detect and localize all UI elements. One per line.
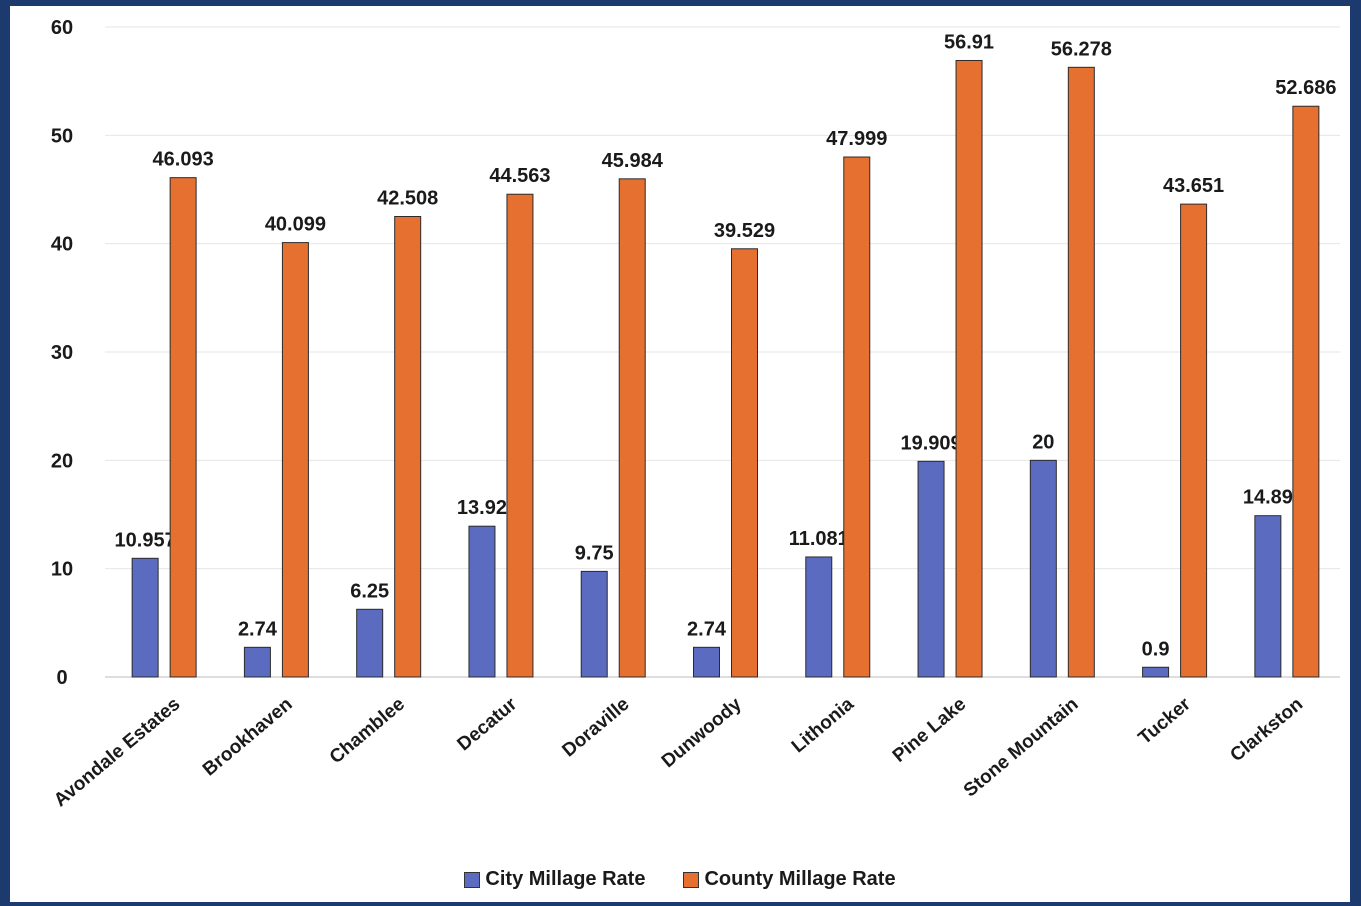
city-millage-bar bbox=[805, 556, 833, 678]
data-label: 44.563 bbox=[489, 165, 550, 187]
city-millage-bar bbox=[468, 525, 496, 678]
data-label: 2.74 bbox=[238, 618, 278, 640]
legend-swatch bbox=[464, 871, 481, 888]
data-label: 39.529 bbox=[714, 220, 775, 242]
city-millage-bar bbox=[917, 460, 945, 678]
county-millage-bar bbox=[394, 215, 422, 678]
data-label: 42.508 bbox=[377, 187, 438, 209]
data-label: 56.278 bbox=[1051, 38, 1112, 60]
data-label: 6.25 bbox=[350, 580, 389, 602]
bar-chart: 0 10 20 30 40 50 60 10.957 46.093 Avondale Estate… bbox=[50, 17, 1340, 811]
y-tick-label: 40 bbox=[51, 234, 73, 256]
data-label: 46.093 bbox=[153, 149, 214, 171]
city-millage-bar bbox=[1142, 666, 1170, 678]
category-label: Dunwoody bbox=[658, 693, 746, 772]
category-label: Brookhaven bbox=[199, 694, 297, 781]
y-tick-label: 30 bbox=[51, 342, 73, 364]
county-millage-bar bbox=[506, 193, 534, 678]
legend: City Millage Rate County Millage Rate bbox=[10, 868, 1350, 891]
category-label: Lithonia bbox=[788, 693, 858, 757]
data-label: 47.999 bbox=[826, 128, 887, 150]
category-label: Stone Mountain bbox=[960, 694, 1083, 802]
city-millage-bar bbox=[1029, 459, 1057, 678]
legend-label: County Millage Rate bbox=[704, 868, 896, 890]
county-millage-bar bbox=[955, 59, 983, 678]
y-tick-label: 20 bbox=[51, 450, 73, 472]
data-label: 2.74 bbox=[687, 618, 727, 640]
data-label: 9.75 bbox=[575, 542, 614, 564]
legend-item: City Millage Rate bbox=[464, 868, 645, 891]
city-millage-bar bbox=[693, 646, 720, 678]
county-millage-bar bbox=[843, 156, 871, 678]
city-millage-bar bbox=[131, 557, 159, 678]
category-label: Avondale Estates bbox=[50, 694, 184, 811]
y-tick-label: 50 bbox=[51, 125, 73, 147]
data-label: 14.89 bbox=[1243, 487, 1293, 509]
data-label: 43.651 bbox=[1163, 175, 1224, 197]
county-millage-bar bbox=[281, 242, 309, 678]
county-millage-bar bbox=[618, 178, 646, 678]
category-label: Pine Lake bbox=[889, 694, 970, 767]
category-label: Decatur bbox=[453, 693, 521, 755]
county-millage-bar bbox=[1180, 203, 1208, 678]
county-millage-bar bbox=[169, 177, 197, 678]
category-label: Tucker bbox=[1135, 693, 1196, 749]
data-label: 20 bbox=[1032, 431, 1054, 453]
city-millage-bar bbox=[243, 646, 271, 678]
legend-swatch bbox=[683, 871, 700, 888]
data-label: 45.984 bbox=[602, 150, 664, 172]
data-label: 56.91 bbox=[944, 31, 994, 53]
county-millage-bar bbox=[1292, 105, 1320, 678]
county-millage-bar bbox=[731, 248, 758, 678]
data-label: 52.686 bbox=[1275, 77, 1336, 99]
city-millage-bar bbox=[1254, 515, 1282, 678]
y-tick-label: 60 bbox=[51, 17, 73, 39]
data-label: 13.92 bbox=[457, 497, 507, 519]
data-label: 0.9 bbox=[1142, 638, 1170, 660]
data-label: 19.909 bbox=[900, 432, 961, 454]
city-millage-bar bbox=[356, 608, 384, 678]
data-label: 11.081 bbox=[789, 528, 849, 550]
category-label: Doraville bbox=[558, 694, 633, 762]
county-millage-bar bbox=[1067, 66, 1095, 678]
data-label: 40.099 bbox=[265, 214, 326, 236]
data-label: 10.957 bbox=[115, 529, 176, 551]
y-tick-label: 10 bbox=[51, 559, 73, 581]
category-label: Chamblee bbox=[326, 694, 409, 768]
category-label: Clarkston bbox=[1226, 694, 1307, 766]
y-tick-label: 0 bbox=[56, 667, 67, 689]
legend-label: City Millage Rate bbox=[485, 868, 646, 890]
legend-item: County Millage Rate bbox=[683, 868, 896, 891]
chart-frame: 0 10 20 30 40 50 60 10.957 46.093 Avondale Estate… bbox=[10, 6, 1350, 902]
city-millage-bar bbox=[580, 570, 608, 678]
